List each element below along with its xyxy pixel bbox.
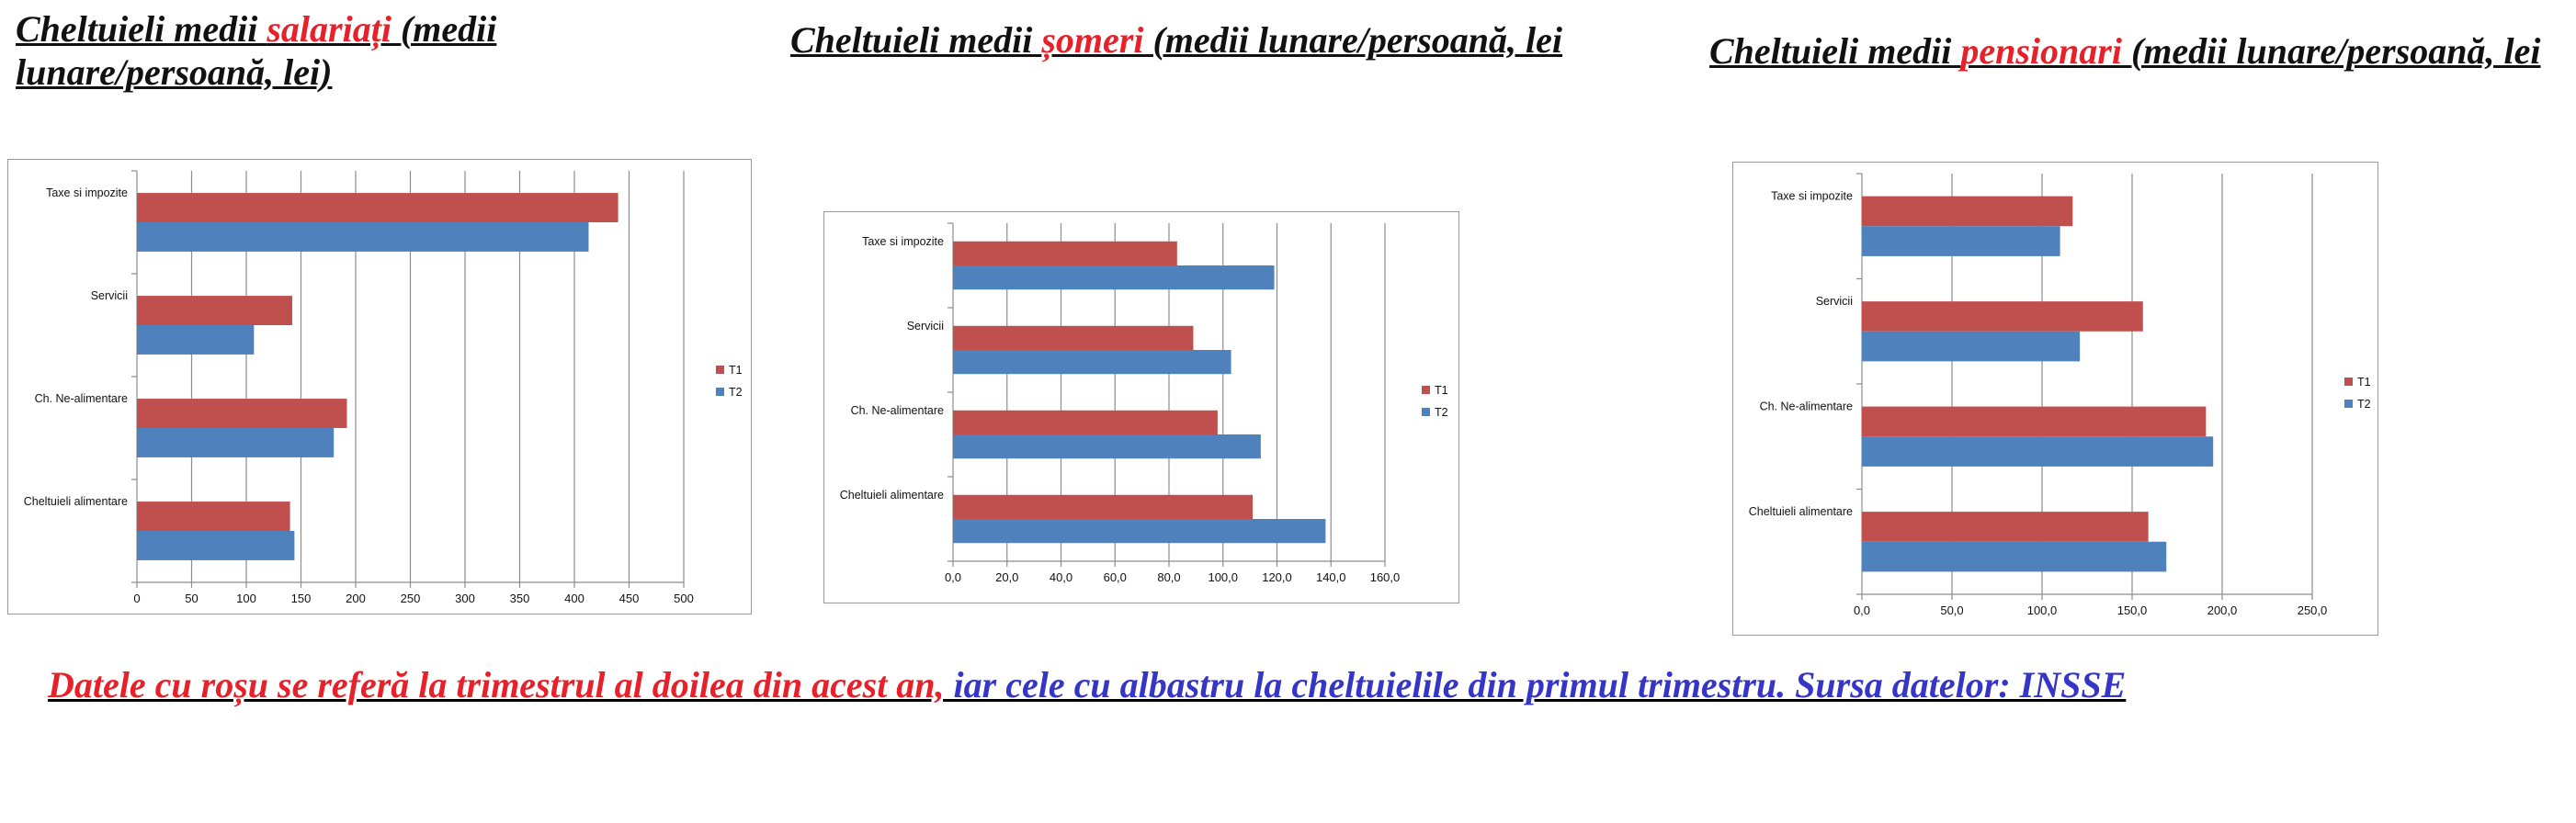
bar-t1-1 [1862,301,2143,332]
chart-title-pensionari: Cheltuieli medii pensionari (medii lunar… [1709,29,2573,73]
bar-t2-1 [1862,331,2081,362]
bar-t2-2 [953,434,1261,459]
category-label: Cheltuieli alimentare [24,495,128,508]
title-highlight: salariați [267,8,401,50]
bar-t2-1 [137,325,255,355]
x-tick-label: 0,0 [1854,603,1870,617]
title-highlight: pensionari [1960,30,2131,72]
chart-svg: 0,0 50,0 100,0 150,0 200,0 250,0 Taxe si impoz… [1749,173,2371,617]
x-tick-label: 300 [455,592,475,605]
category-label: Cheltuieli alimentare [1749,505,1853,518]
x-tick-label: 450 [619,592,640,605]
bar-t2-3 [1862,541,2167,572]
category-label: Taxe si impozite [862,235,944,248]
x-tick-label: 100,0 [2027,603,2058,617]
title-suffix: (medii lunare/persoană, lei [2130,30,2541,72]
title-suffix: (medii lunare/persoană, lei) [16,8,497,93]
chart-title-salariati: Cheltuieli medii salariați (medii lunare… [16,7,567,94]
legend-label-t2: T2 [2357,398,2371,411]
chart-salariati: 0 50 100 150 200 250 300 350 400 450 500 Taxe si im… [7,159,752,614]
bar-t2-2 [1862,436,2214,467]
x-tick-label: 0 [133,592,140,605]
footer-blue-text: iar cele cu albastru la cheltuielile din… [944,664,2127,705]
chart-pensionari: 0,0 50,0 100,0 150,0 200,0 250,0 Taxe si impoz… [1732,162,2378,636]
x-tick-label: 50 [185,592,198,605]
x-tick-label: 250,0 [2298,603,2328,617]
chart-title-someri: Cheltuieli medii șomeri (medii lunare/pe… [790,18,1590,62]
legend-label-t2: T2 [729,386,743,399]
title-highlight: șomeri [1041,19,1153,61]
title-suffix: (medii lunare/persoană, lei [1152,19,1563,61]
bar-t2-3 [953,519,1326,544]
category-label: Ch. Ne-alimentare [35,392,128,405]
x-tick-label: 120,0 [1262,570,1292,584]
bar-t1-1 [953,325,1194,350]
legend-swatch-t2 [1422,408,1430,416]
bar-t1-2 [1862,406,2207,437]
bar-t1-3 [1862,512,2149,542]
legend-label-t2: T2 [1435,406,1448,419]
title-prefix: Cheltuieli medii [1709,30,1961,72]
x-tick-label: 100 [236,592,256,605]
x-tick-label: 250 [401,592,421,605]
x-tick-label: 20,0 [995,570,1018,584]
legend-label-t1: T1 [729,364,743,377]
x-tick-label: 150 [291,592,312,605]
bar-t2-1 [953,350,1231,375]
legend-swatch-t2 [2344,400,2353,408]
category-label: Taxe si impozite [46,186,128,199]
bar-t1-0 [1862,196,2073,227]
x-tick-label: 140,0 [1316,570,1346,584]
x-tick-label: 80,0 [1157,570,1180,584]
x-tick-label: 160,0 [1370,570,1401,584]
legend-label-t1: T1 [1435,384,1448,397]
bar-t2-0 [1862,226,2060,256]
bar-t1-2 [953,410,1218,434]
legend-swatch-t1 [716,366,724,374]
chart-someri: 0,0 20,0 40,0 60,0 80,0 100,0 120,0 140,0 160,0 T… [823,211,1459,603]
title-prefix: Cheltuieli medii [790,19,1042,61]
x-tick-label: 50,0 [1940,603,1963,617]
category-label: Ch. Ne-alimentare [1760,400,1853,413]
legend-swatch-t1 [2344,378,2353,386]
chart-svg: 0,0 20,0 40,0 60,0 80,0 100,0 120,0 140,0 160,0 T… [840,222,1448,584]
bar-t1-3 [953,494,1254,519]
footer-note: Datele cu roșu se referă la trimestrul a… [48,663,2529,707]
category-label: Taxe si impozite [1771,190,1853,203]
bar-t1-0 [137,193,618,222]
legend-swatch-t1 [1422,386,1430,394]
bar-t2-3 [137,531,295,560]
x-tick-label: 400 [564,592,584,605]
bar-t1-1 [137,296,292,325]
category-label: Cheltuieli alimentare [840,489,944,502]
category-label: Servicii [91,289,128,302]
legend-swatch-t2 [716,388,724,396]
chart-svg: 0 50 100 150 200 250 300 350 400 450 500 Taxe si im… [24,170,743,605]
bar-t2-0 [953,265,1275,290]
title-prefix: Cheltuieli medii [16,8,267,50]
bar-t1-0 [953,241,1177,265]
bar-t2-2 [137,428,335,457]
category-label: Servicii [907,320,944,333]
x-tick-label: 200 [346,592,366,605]
category-label: Servicii [1816,295,1853,308]
x-tick-label: 150,0 [2117,603,2148,617]
x-tick-label: 200,0 [2207,603,2238,617]
x-tick-label: 60,0 [1104,570,1127,584]
bar-t1-3 [137,502,290,531]
x-tick-label: 350 [510,592,530,605]
x-tick-label: 0,0 [945,570,961,584]
bar-t1-2 [137,399,347,428]
x-tick-label: 40,0 [1050,570,1072,584]
footer-red-text: Datele cu roșu se referă la trimestrul a… [48,664,945,705]
legend-label-t1: T1 [2357,376,2371,389]
x-tick-label: 500 [674,592,694,605]
category-label: Ch. Ne-alimentare [851,404,944,417]
bar-t2-0 [137,222,589,252]
x-tick-label: 100,0 [1208,570,1238,584]
